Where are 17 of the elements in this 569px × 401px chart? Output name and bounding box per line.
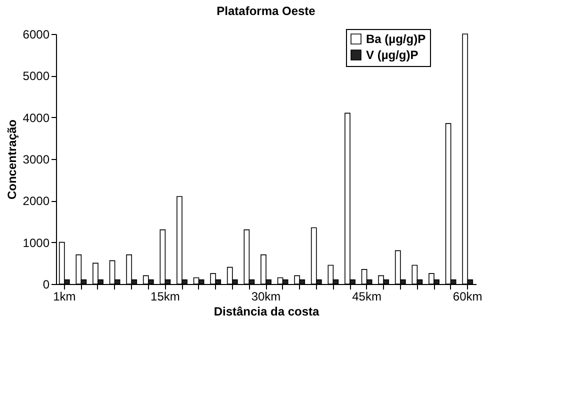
x-tick-label: 60km [452,290,482,304]
y-tick-label: 4000 [22,110,50,125]
y-tick-label: 1000 [22,236,50,250]
y-tick-label: 5000 [22,69,50,84]
y-tick-label: 2000 [22,194,50,208]
x-tick-label: 1km [53,290,76,304]
x-axis-title: Distância da costa [214,304,320,318]
legend-label: Ba (µg/g)P [366,32,426,46]
y-tick-label: 0 [42,278,50,292]
x-tick-label: 30km [251,290,281,304]
y-tick-label: 6000 [22,28,50,42]
legend-label: V (µg/g)P [366,48,418,62]
y-tick-label: 3000 [22,152,50,166]
x-tick-label: 45km [352,290,382,304]
x-tick-label: 15km [150,290,180,304]
chart-title: Plataforma Oeste [216,4,316,18]
y-axis-title: Concentração [4,119,19,200]
